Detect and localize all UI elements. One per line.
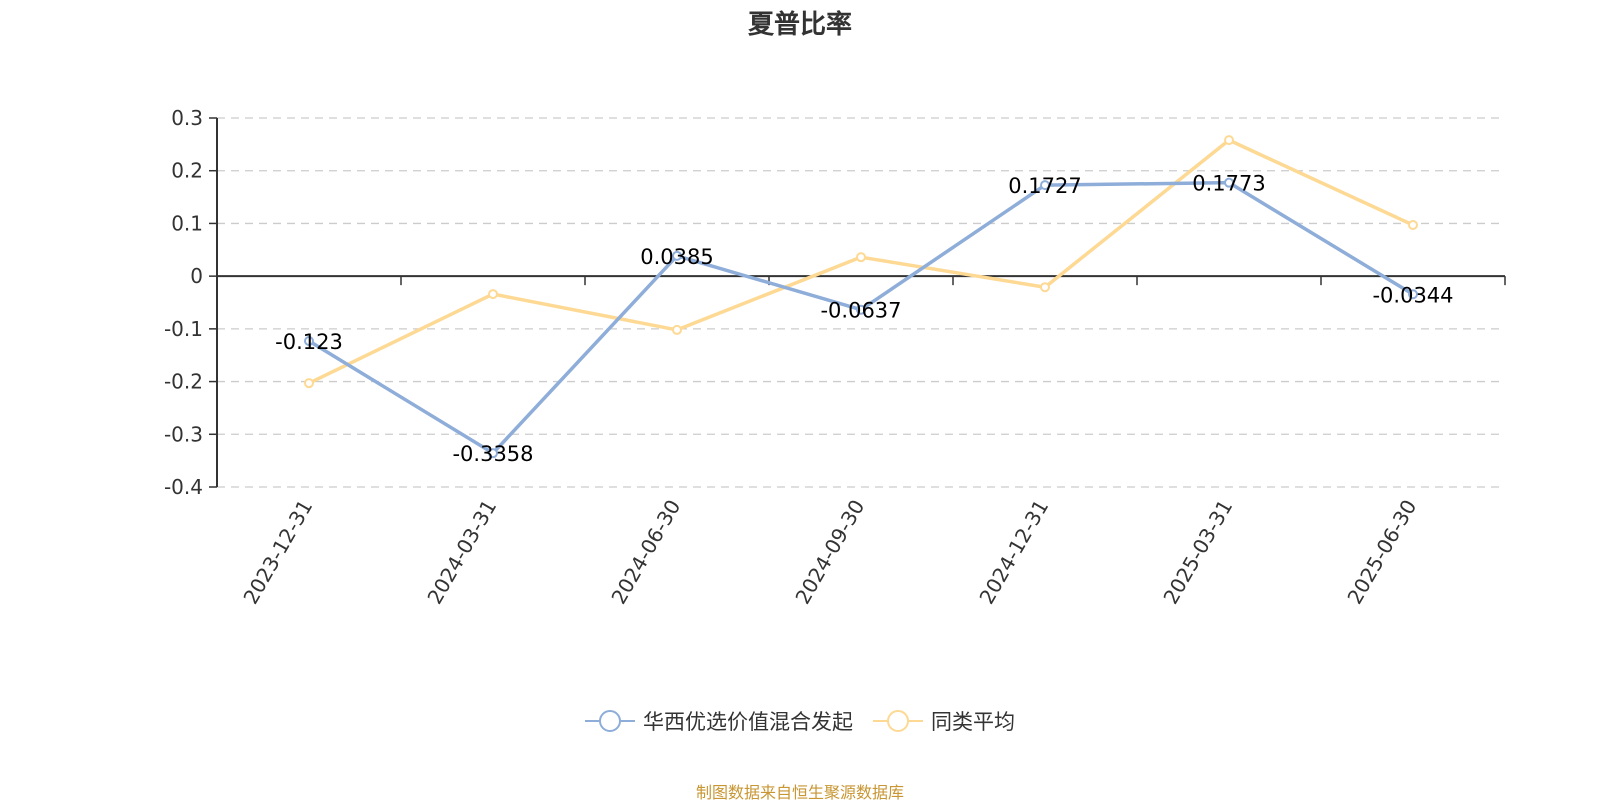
data-point[interactable]: [304, 335, 314, 346]
legend-label: 华西优选价值混合发起: [643, 710, 853, 734]
data-point[interactable]: [672, 324, 682, 335]
x-tick-label: 2024-06-30: [606, 496, 685, 609]
data-label: -0.3358: [452, 442, 533, 466]
data-point[interactable]: [488, 448, 498, 459]
data-point[interactable]: [1224, 135, 1234, 146]
y-tick-label: -0.4: [164, 475, 203, 499]
data-point[interactable]: [304, 378, 314, 389]
x-tick-label: 2024-09-30: [790, 496, 869, 609]
data-point[interactable]: [488, 289, 498, 300]
y-tick-label: 0.1: [171, 211, 203, 235]
y-tick-label: 0.3: [171, 106, 203, 130]
x-tick-label: 2023-12-31: [238, 496, 317, 609]
legend-line-circle-icon: [585, 710, 635, 732]
x-tick-label: 2024-12-31: [974, 496, 1053, 609]
y-tick-label: -0.1: [164, 317, 203, 341]
data-point[interactable]: [856, 304, 866, 315]
data-label: -0.0344: [1372, 283, 1453, 307]
data-label: -0.0637: [820, 299, 901, 323]
y-tick-label: 0.2: [171, 159, 203, 183]
x-tick-label: 2025-06-30: [1342, 496, 1421, 609]
data-label: 0.1727: [1008, 174, 1081, 198]
y-tick-label: 0: [190, 264, 203, 288]
x-tick-label: 2024-03-31: [422, 496, 501, 609]
legend: 华西优选价值混合发起 同类平均: [0, 706, 1600, 736]
y-tick-label: -0.3: [164, 422, 203, 446]
data-point[interactable]: [1408, 220, 1418, 231]
data-point[interactable]: [672, 250, 682, 261]
chart-title: 夏普比率: [747, 10, 852, 40]
data-label: 0.0385: [640, 245, 713, 269]
data-point[interactable]: [1040, 282, 1050, 293]
data-point[interactable]: [856, 252, 866, 263]
source-note: 制图数据来自恒生聚源数据库: [695, 783, 904, 802]
legend-item-category-average[interactable]: 同类平均: [873, 706, 1015, 736]
data-point[interactable]: [1040, 180, 1050, 191]
data-point[interactable]: [1408, 289, 1418, 300]
data-label: 0.1773: [1192, 172, 1265, 196]
legend-label: 同类平均: [931, 710, 1015, 734]
x-tick-label: 2025-03-31: [1158, 496, 1237, 609]
legend-line-circle-icon: [873, 710, 923, 732]
data-point[interactable]: [1224, 177, 1234, 188]
y-tick-label: -0.2: [164, 370, 203, 394]
data-label: -0.123: [275, 330, 343, 354]
legend-item-fund[interactable]: 华西优选价值混合发起: [585, 706, 853, 736]
